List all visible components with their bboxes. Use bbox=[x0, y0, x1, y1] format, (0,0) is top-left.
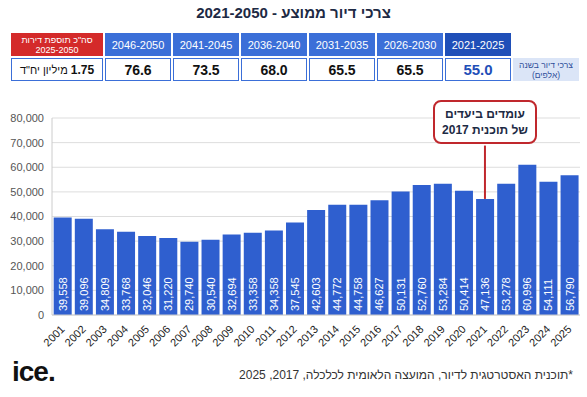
svg-text:2023: 2023 bbox=[506, 323, 532, 349]
html-text:2036-2040: 2036-2040 bbox=[247, 38, 301, 51]
svg-text:53,278: 53,278 bbox=[500, 277, 512, 311]
svg-text:50,414: 50,414 bbox=[458, 277, 470, 311]
svg-text:60,996: 60,996 bbox=[521, 277, 533, 311]
svg-text:31,220: 31,220 bbox=[162, 277, 174, 311]
svg-text:2022: 2022 bbox=[485, 323, 511, 349]
svg-text:33,358: 33,358 bbox=[247, 277, 259, 311]
svg-text:2005: 2005 bbox=[125, 323, 151, 349]
svg-text:50,000: 50,000 bbox=[10, 186, 44, 198]
html-text:1.75: 1.75 bbox=[70, 62, 95, 77]
html-text:65.5: 65.5 bbox=[328, 61, 356, 78]
svg-text:10,000: 10,000 bbox=[10, 284, 44, 296]
html-text:68.0: 68.0 bbox=[260, 61, 288, 78]
svg-text:44,758: 44,758 bbox=[352, 277, 364, 311]
svg-text:52,760: 52,760 bbox=[416, 277, 428, 311]
html-text:76.6: 76.6 bbox=[124, 61, 152, 78]
html-text:צרכי דיור בשנה (אלפים): צרכי דיור בשנה (אלפים) bbox=[519, 59, 573, 80]
svg-text:2014: 2014 bbox=[316, 323, 342, 349]
html-text:2026-2030: 2026-2030 bbox=[383, 38, 437, 51]
svg-text:2001: 2001 bbox=[41, 323, 67, 349]
html-text:65.5: 65.5 bbox=[396, 61, 424, 78]
html-text:ice.: ice. bbox=[12, 356, 55, 387]
svg-text:56,790: 56,790 bbox=[564, 277, 576, 311]
svg-text:2017: 2017 bbox=[379, 323, 405, 349]
svg-text:60,000: 60,000 bbox=[10, 161, 44, 173]
svg-text:2010: 2010 bbox=[231, 323, 257, 349]
svg-text:44,772: 44,772 bbox=[331, 277, 343, 311]
html-text:סה"כ תוספת דירות 2025-2050: סה"כ תוספת דירות 2025-2050 bbox=[21, 34, 93, 55]
html-text:73.5: 73.5 bbox=[192, 61, 220, 78]
svg-text:2002: 2002 bbox=[62, 323, 88, 349]
svg-text:2004: 2004 bbox=[104, 323, 130, 349]
svg-text:39,558: 39,558 bbox=[57, 277, 69, 311]
svg-text:32,046: 32,046 bbox=[141, 277, 153, 311]
svg-text:2019: 2019 bbox=[421, 323, 447, 349]
html-text:עומדים ביעדים של תוכנית 2017: עומדים ביעדים של תוכנית 2017 bbox=[442, 107, 528, 137]
svg-text:2015: 2015 bbox=[337, 323, 363, 349]
svg-text:33,768: 33,768 bbox=[120, 277, 132, 311]
html-text:צרכי דיור ממוצע - 2021-2050: צרכי דיור ממוצע - 2021-2050 bbox=[196, 4, 391, 21]
svg-text:2024: 2024 bbox=[527, 323, 553, 349]
svg-text:53,284: 53,284 bbox=[437, 277, 449, 311]
html-text:2031-2035: 2031-2035 bbox=[315, 38, 369, 51]
svg-text:42,603: 42,603 bbox=[310, 277, 322, 311]
svg-text:70,000: 70,000 bbox=[10, 137, 44, 149]
html-text:2021-2025: 2021-2025 bbox=[451, 38, 505, 51]
svg-text:2012: 2012 bbox=[273, 323, 299, 349]
svg-text:2003: 2003 bbox=[83, 323, 109, 349]
svg-text:50,131: 50,131 bbox=[395, 277, 407, 311]
svg-text:46,627: 46,627 bbox=[373, 277, 385, 311]
svg-text:34,358: 34,358 bbox=[268, 277, 280, 311]
html-text:*תוכנית האסטרטגית לדיור, המועצ: *תוכנית האסטרטגית לדיור, המועצה הלאומית … bbox=[239, 368, 573, 382]
svg-text:30,000: 30,000 bbox=[10, 235, 44, 247]
svg-text:0: 0 bbox=[38, 309, 44, 321]
svg-text:2011: 2011 bbox=[253, 323, 278, 348]
svg-text:2021: 2021 bbox=[463, 323, 489, 349]
svg-text:2018: 2018 bbox=[400, 323, 426, 349]
svg-text:80,000: 80,000 bbox=[10, 112, 44, 124]
svg-text:47,136: 47,136 bbox=[479, 277, 491, 311]
svg-text:20,000: 20,000 bbox=[10, 260, 44, 272]
html-text:2041-2045: 2041-2045 bbox=[179, 38, 233, 51]
html-text:55.0: 55.0 bbox=[463, 61, 493, 78]
svg-text:34,809: 34,809 bbox=[99, 277, 111, 311]
svg-text:39,096: 39,096 bbox=[78, 277, 90, 311]
svg-text:29,740: 29,740 bbox=[183, 277, 195, 311]
svg-text:2025: 2025 bbox=[548, 323, 574, 349]
html-text:מיליון יח"ד: מיליון יח"ד bbox=[20, 63, 68, 76]
svg-text:2009: 2009 bbox=[210, 323, 236, 349]
svg-text:2013: 2013 bbox=[294, 323, 320, 349]
svg-text:2006: 2006 bbox=[147, 323, 173, 349]
svg-text:37,545: 37,545 bbox=[289, 277, 301, 311]
svg-text:32,694: 32,694 bbox=[226, 277, 238, 311]
svg-text:2020: 2020 bbox=[442, 323, 468, 349]
svg-text:2007: 2007 bbox=[168, 323, 194, 349]
svg-text:40,000: 40,000 bbox=[10, 210, 44, 222]
svg-text:30,540: 30,540 bbox=[205, 277, 217, 311]
svg-text:54,111: 54,111 bbox=[542, 279, 554, 311]
svg-text:2008: 2008 bbox=[189, 323, 215, 349]
html-text:2046-2050: 2046-2050 bbox=[111, 38, 165, 51]
svg-text:2016: 2016 bbox=[358, 323, 384, 349]
